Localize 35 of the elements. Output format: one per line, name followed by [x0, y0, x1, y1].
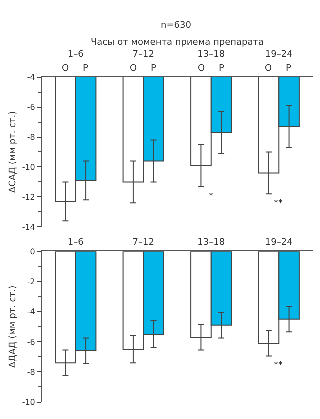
annotation: **	[274, 199, 284, 209]
chart-title: n=630	[161, 21, 192, 31]
text: O	[62, 64, 70, 74]
y-tick-label: -12	[22, 192, 36, 202]
x-tick-label: 13–18	[198, 50, 226, 60]
series-label: P	[286, 64, 292, 74]
x-tick-label: 7–12	[132, 50, 154, 60]
x-tick-label: 19–24	[265, 238, 294, 248]
x-tick-label: 1–6	[68, 238, 84, 248]
text: P	[83, 64, 88, 74]
y-tick-label: 0	[30, 247, 36, 256]
text: O	[198, 64, 206, 74]
y-tick-label: -4	[27, 73, 36, 82]
x-tick-label: 13–18	[198, 238, 226, 248]
y-tick-label: -6	[27, 103, 36, 112]
y-axis-title: ΔСАД (мм рт. ст.)	[8, 111, 19, 194]
x-tick-label: 7–12	[132, 238, 154, 248]
y-tick-label: -6	[27, 338, 36, 347]
text: O	[130, 64, 138, 74]
y-tick-label: -8	[27, 368, 36, 377]
series-label: O	[265, 64, 272, 74]
x-tick-label: 19–24	[265, 50, 294, 60]
annotation: **	[274, 361, 284, 371]
y-tick-label: -4	[27, 308, 36, 317]
y-tick-label: -2	[27, 278, 36, 287]
text: P	[151, 64, 156, 74]
x-tick-label: 1–6	[68, 50, 84, 60]
x-axis-title: Часы от момента приема препарата	[91, 38, 264, 48]
y-axis-title: ΔДАД (мм рт. ст.)	[8, 286, 19, 368]
annotation: *	[209, 192, 214, 202]
y-tick-label: -8	[27, 133, 36, 142]
y-tick-label: -14	[22, 222, 36, 232]
text: P	[219, 64, 224, 74]
y-tick-label: -10	[22, 163, 36, 172]
y-tick-label: -10	[22, 398, 36, 408]
